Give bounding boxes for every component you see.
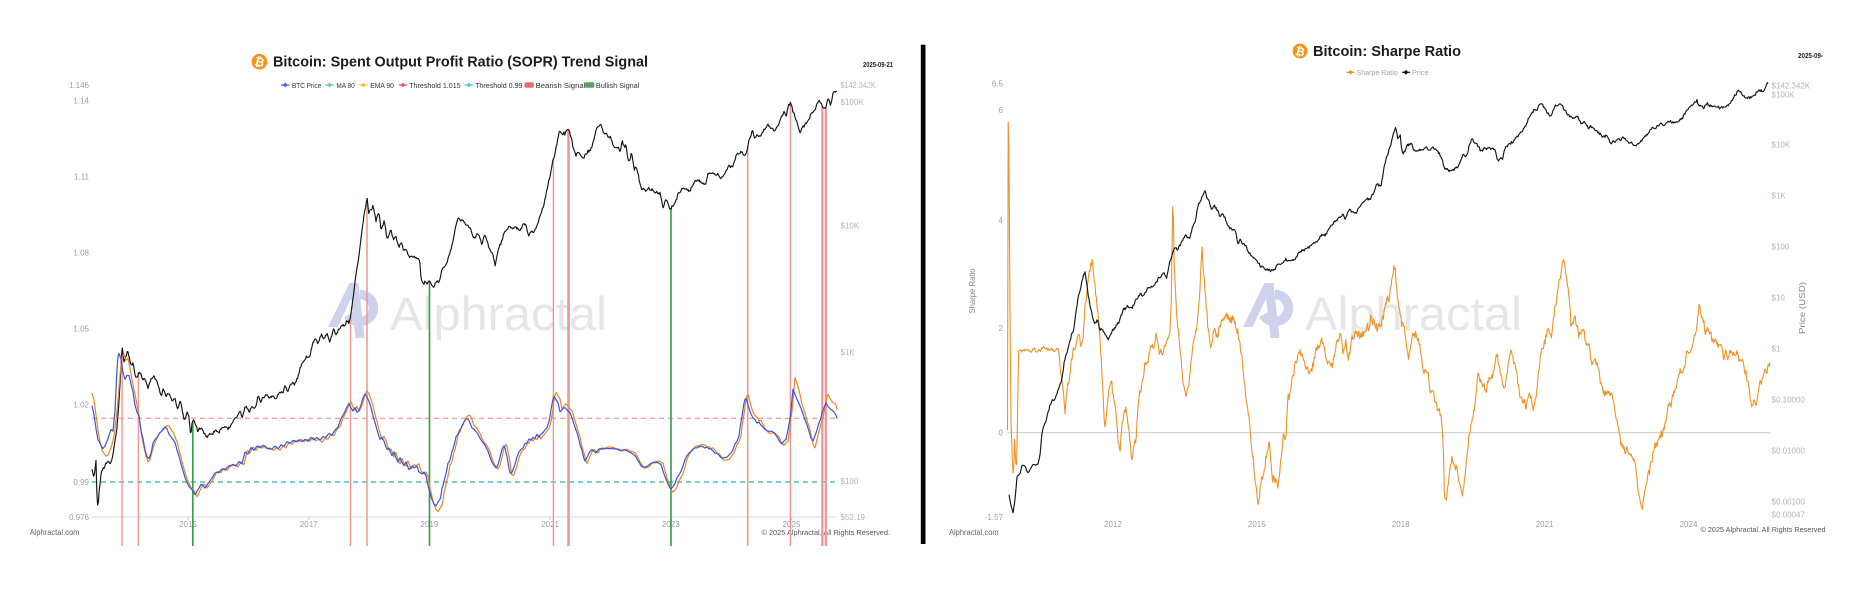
svg-text:₿: ₿ [253,54,266,70]
svg-text:$100: $100 [841,477,859,486]
svg-text:BTC Price: BTC Price [292,81,321,90]
svg-text:2012: 2012 [1104,520,1122,529]
svg-text:$1: $1 [1772,344,1781,353]
svg-text:1.14: 1.14 [73,96,89,105]
svg-text:Sharpe Ratio: Sharpe Ratio [968,268,977,314]
svg-text:1.08: 1.08 [73,248,89,257]
svg-text:$0.00047: $0.00047 [1772,510,1806,519]
svg-text:Alphractal.com: Alphractal.com [30,528,80,537]
svg-text:4: 4 [999,216,1004,225]
svg-text:EMA 90: EMA 90 [370,81,394,90]
svg-text:6.5: 6.5 [992,79,1004,88]
svg-text:2018: 2018 [1392,520,1410,529]
svg-text:$1K: $1K [841,348,856,357]
svg-text:0: 0 [999,429,1004,438]
svg-text:Price: Price [1412,68,1429,77]
svg-text:1.11: 1.11 [74,172,90,181]
svg-text:$100K: $100K [1772,90,1796,99]
svg-text:$0.10000: $0.10000 [1772,395,1806,404]
svg-text:2: 2 [999,324,1004,333]
svg-text:$142.342K: $142.342K [841,81,877,90]
svg-text:Bearish Signal: Bearish Signal [536,81,586,90]
svg-text:$100K: $100K [841,98,865,107]
svg-text:$52.19: $52.19 [841,513,866,522]
svg-text:$10: $10 [1772,293,1786,302]
svg-text:$0.01000: $0.01000 [1772,446,1806,455]
svg-text:Threshold 1.015: Threshold 1.015 [409,81,461,90]
svg-text:2021: 2021 [1536,520,1554,529]
svg-text:2015: 2015 [179,520,197,529]
svg-text:Threshold 0.99: Threshold 0.99 [475,81,522,90]
svg-text:0.976: 0.976 [69,513,90,522]
svg-text:2025-09-: 2025-09- [1798,53,1824,60]
svg-text:$100: $100 [1772,242,1790,251]
svg-text:-1.57: -1.57 [985,513,1004,522]
svg-text:$142.342K: $142.342K [1772,82,1811,91]
svg-text:1.146: 1.146 [69,81,90,90]
svg-text:Alphractal: Alphractal [1305,287,1522,340]
svg-text:2021: 2021 [541,520,559,529]
svg-text:6: 6 [999,106,1004,115]
svg-text:$1K: $1K [1772,191,1787,200]
svg-text:2025: 2025 [783,520,801,529]
svg-text:₿: ₿ [1294,45,1306,59]
svg-text:0.99: 0.99 [73,478,89,487]
svg-text:2025-09-21: 2025-09-21 [863,62,893,69]
svg-text:1.02: 1.02 [73,400,89,409]
svg-text:Bitcoin: Sharpe Ratio: Bitcoin: Sharpe Ratio [1313,44,1461,60]
svg-text:Bitcoin: Spent Output Profit R: Bitcoin: Spent Output Profit Ratio (SOPR… [273,55,648,71]
svg-text:Bullish Signal: Bullish Signal [596,81,640,90]
svg-text:$0.00100: $0.00100 [1772,497,1806,506]
svg-text:2015: 2015 [1248,520,1266,529]
svg-text:Price (USD): Price (USD) [1798,282,1807,334]
svg-text:© 2025 Alphractal. All Rights: © 2025 Alphractal. All Rights Reserved [1701,525,1826,534]
svg-text:2024: 2024 [1680,520,1698,529]
svg-text:Alphractal.com: Alphractal.com [949,528,999,537]
svg-text:Sharpe Ratio: Sharpe Ratio [1357,68,1398,77]
svg-text:MA 80: MA 80 [336,81,354,90]
svg-text:2017: 2017 [300,520,318,529]
svg-text:$10K: $10K [841,221,860,230]
svg-text:1.05: 1.05 [73,324,89,333]
svg-text:$10K: $10K [1772,141,1791,150]
svg-text:Alphractal: Alphractal [390,287,607,340]
